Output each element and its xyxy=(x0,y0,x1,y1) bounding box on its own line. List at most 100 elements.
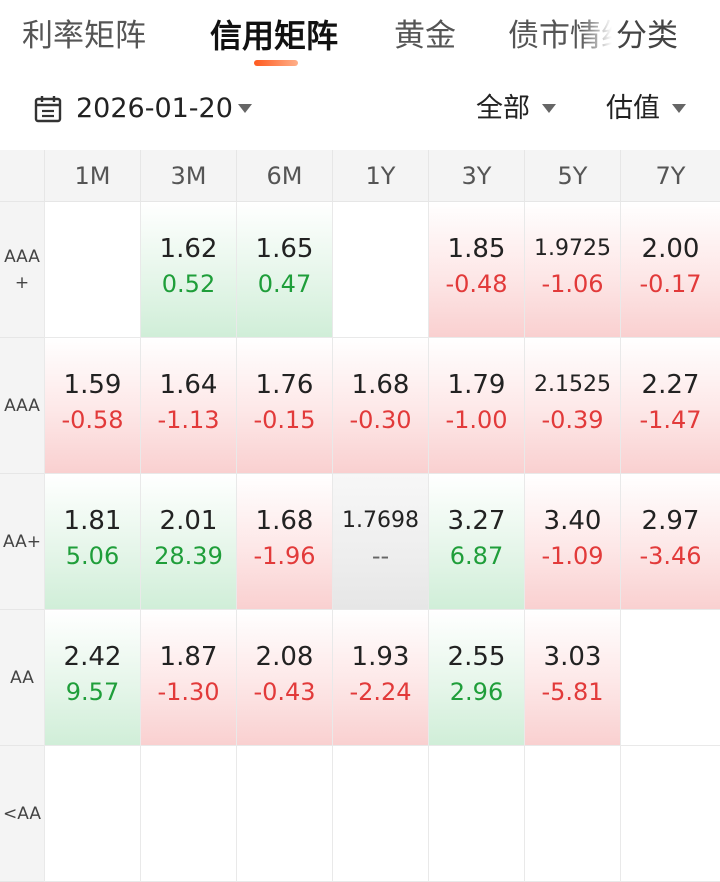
tenor-header-7y: 7Y xyxy=(620,150,720,202)
cell-yield: 2.27 xyxy=(641,370,700,400)
matrix-cell[interactable]: 3.27 6.87 xyxy=(428,474,524,610)
cell-change: -0.48 xyxy=(445,270,508,298)
rating-label: AA+ xyxy=(0,474,44,610)
matrix-cell xyxy=(620,610,720,746)
matrix-cell xyxy=(332,202,428,338)
matrix-cell[interactable]: 1.87 -1.30 xyxy=(140,610,236,746)
cell-yield: 1.76 xyxy=(255,370,314,400)
matrix-cell[interactable]: 1.76 -0.15 xyxy=(236,338,332,474)
cell-change: 6.87 xyxy=(449,542,504,570)
metric-caret-down-icon[interactable] xyxy=(672,104,686,113)
tab-bar: 利率矩阵 信用矩阵 黄金 债市情绪 分类 xyxy=(0,0,720,78)
cell-change: 0.47 xyxy=(257,270,312,298)
cell-yield: 1.62 xyxy=(159,234,218,264)
cell-change: 5.06 xyxy=(65,542,120,570)
tenor-header-row: 1M 3M 6M 1Y 3Y 5Y 7Y xyxy=(0,150,720,202)
date-selector[interactable]: 2026-01-20 xyxy=(76,93,233,124)
cell-change: -1.47 xyxy=(639,406,702,434)
cell-yield: 1.9725 xyxy=(534,236,611,261)
cell-change: -1.00 xyxy=(445,406,508,434)
matrix-cell xyxy=(44,202,140,338)
cell-yield: 1.68 xyxy=(351,370,410,400)
cell-change: -5.81 xyxy=(541,678,604,706)
cell-change: -1.06 xyxy=(541,270,604,298)
cell-change: 9.57 xyxy=(65,678,120,706)
rating-label: AAA xyxy=(0,338,44,474)
tab-rate-matrix[interactable]: 利率矩阵 xyxy=(22,18,146,54)
scope-caret-down-icon[interactable] xyxy=(542,104,556,113)
credit-matrix-grid: 1M 3M 6M 1Y 3Y 5Y 7Y AAA+ 1.62 0.52 1.65 0.47 1.85 -… xyxy=(0,150,720,882)
cell-yield: 1.81 xyxy=(63,506,122,536)
cell-yield: 1.7698 xyxy=(342,508,419,533)
matrix-cell[interactable]: 1.81 5.06 xyxy=(44,474,140,610)
filter-bar: 2026-01-20 全部 估值 xyxy=(0,80,720,142)
matrix-cell[interactable]: 1.59 -0.58 xyxy=(44,338,140,474)
cell-change: -0.15 xyxy=(253,406,316,434)
matrix-cell[interactable]: 2.08 -0.43 xyxy=(236,610,332,746)
header-corner xyxy=(0,150,44,202)
date-caret-down-icon[interactable] xyxy=(238,104,252,113)
matrix-cell xyxy=(620,746,720,882)
rating-label: <AA xyxy=(0,746,44,882)
cell-yield: 2.01 xyxy=(159,506,218,536)
cell-yield: 2.1525 xyxy=(534,372,611,397)
matrix-cell[interactable]: 1.85 -0.48 xyxy=(428,202,524,338)
matrix-cell[interactable]: 2.27 -1.47 xyxy=(620,338,720,474)
cell-change: -0.39 xyxy=(541,406,604,434)
calendar-icon[interactable] xyxy=(33,94,63,124)
matrix-cell[interactable]: 1.93 -2.24 xyxy=(332,610,428,746)
cell-yield: 3.40 xyxy=(543,506,602,536)
tenor-header-1m: 1M xyxy=(44,150,140,202)
rating-label: AAA+ xyxy=(0,202,44,338)
matrix-cell[interactable]: 1.65 0.47 xyxy=(236,202,332,338)
cell-change: -2.24 xyxy=(349,678,412,706)
matrix-cell[interactable]: 2.01 28.39 xyxy=(140,474,236,610)
matrix-cell[interactable]: 1.64 -1.13 xyxy=(140,338,236,474)
matrix-cell[interactable]: 2.1525 -0.39 xyxy=(524,338,620,474)
cell-yield: 1.64 xyxy=(159,370,218,400)
matrix-cell xyxy=(140,746,236,882)
cell-change: -0.58 xyxy=(61,406,124,434)
cell-yield: 1.59 xyxy=(63,370,122,400)
cell-change: -1.13 xyxy=(157,406,220,434)
tab-gold[interactable]: 黄金 xyxy=(394,18,456,54)
active-tab-indicator xyxy=(254,60,298,66)
cell-change: 2.96 xyxy=(449,678,504,706)
scope-selector[interactable]: 全部 xyxy=(476,93,530,124)
matrix-cell[interactable]: 2.97 -3.46 xyxy=(620,474,720,610)
matrix-cell xyxy=(44,746,140,882)
matrix-cell[interactable]: 1.62 0.52 xyxy=(140,202,236,338)
cell-change: -0.17 xyxy=(639,270,702,298)
tenor-header-3m: 3M xyxy=(140,150,236,202)
matrix-cell[interactable]: 2.42 9.57 xyxy=(44,610,140,746)
tenor-header-6m: 6M xyxy=(236,150,332,202)
matrix-cell[interactable]: 1.68 -0.30 xyxy=(332,338,428,474)
matrix-cell[interactable]: 1.7698 -- xyxy=(332,474,428,610)
cell-yield: 1.85 xyxy=(447,234,506,264)
matrix-cell[interactable]: 1.79 -1.00 xyxy=(428,338,524,474)
matrix-cell[interactable]: 1.68 -1.96 xyxy=(236,474,332,610)
cell-yield: 1.65 xyxy=(255,234,314,264)
cell-change: -0.30 xyxy=(349,406,412,434)
cell-yield: 3.03 xyxy=(543,642,602,672)
rating-label: AA xyxy=(0,610,44,746)
cell-change: -1.30 xyxy=(157,678,220,706)
tenor-header-3y: 3Y xyxy=(428,150,524,202)
matrix-cell xyxy=(524,746,620,882)
matrix-cell[interactable]: 1.9725 -1.06 xyxy=(524,202,620,338)
cell-yield: 1.68 xyxy=(255,506,314,536)
cell-change: -0.43 xyxy=(253,678,316,706)
tab-credit-matrix[interactable]: 信用矩阵 xyxy=(210,17,339,55)
cell-yield: 1.79 xyxy=(447,370,506,400)
metric-selector[interactable]: 估值 xyxy=(606,93,660,124)
matrix-cell[interactable]: 2.55 2.96 xyxy=(428,610,524,746)
matrix-cell[interactable]: 3.40 -1.09 xyxy=(524,474,620,610)
matrix-cell[interactable]: 3.03 -5.81 xyxy=(524,610,620,746)
cell-change: 28.39 xyxy=(154,542,223,570)
matrix-cell[interactable]: 2.00 -0.17 xyxy=(620,202,720,338)
category-button[interactable]: 分类 xyxy=(612,14,678,58)
cell-change: -1.09 xyxy=(541,542,604,570)
matrix-cell xyxy=(428,746,524,882)
cell-yield: 2.00 xyxy=(641,234,700,264)
cell-yield: 2.42 xyxy=(63,642,122,672)
